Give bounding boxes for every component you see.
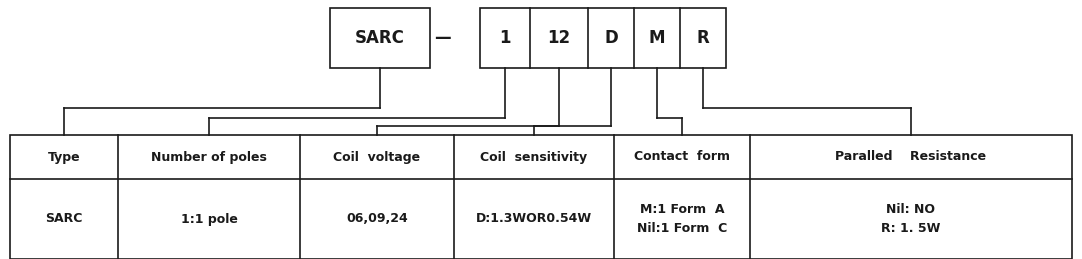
Text: M:1 Form  A
Nil:1 Form  C: M:1 Form A Nil:1 Form C — [637, 203, 727, 235]
Text: —: — — [434, 29, 450, 47]
Text: Paralled    Resistance: Paralled Resistance — [835, 150, 987, 163]
Text: 1: 1 — [499, 29, 511, 47]
Text: Coil  sensitivity: Coil sensitivity — [480, 150, 588, 163]
Text: 1:1 pole: 1:1 pole — [181, 212, 237, 226]
Text: M: M — [649, 29, 665, 47]
Text: SARC: SARC — [45, 212, 82, 226]
Text: Nil: NO
R: 1. 5W: Nil: NO R: 1. 5W — [882, 203, 940, 235]
Text: Coil  voltage: Coil voltage — [333, 150, 421, 163]
Text: SARC: SARC — [355, 29, 405, 47]
Text: D:1.3WOR0.54W: D:1.3WOR0.54W — [476, 212, 592, 226]
Bar — [480, 8, 726, 68]
Text: 06,09,24: 06,09,24 — [346, 212, 408, 226]
Bar — [10, 135, 1072, 259]
Text: Number of poles: Number of poles — [151, 150, 267, 163]
Text: 12: 12 — [547, 29, 570, 47]
Text: D: D — [604, 29, 618, 47]
Text: R: R — [697, 29, 710, 47]
Bar — [330, 8, 430, 68]
Text: Type: Type — [48, 150, 80, 163]
Text: Contact  form: Contact form — [634, 150, 730, 163]
